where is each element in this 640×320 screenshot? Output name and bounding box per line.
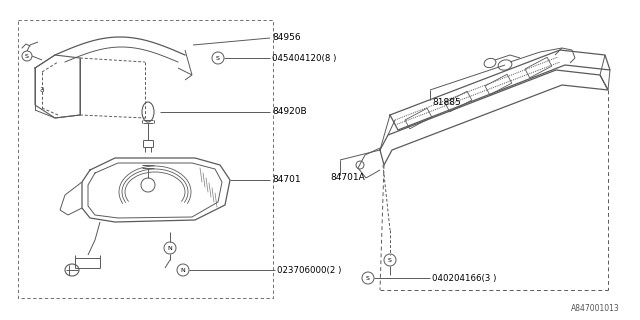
Bar [405, 108, 432, 129]
Text: A847001013: A847001013 [572, 304, 620, 313]
Bar [485, 74, 512, 95]
Text: S: S [366, 276, 370, 281]
Text: S: S [25, 53, 29, 59]
Text: N: N [168, 245, 172, 251]
Text: 84956: 84956 [272, 34, 301, 43]
Bar [525, 57, 552, 78]
Text: 84920B: 84920B [272, 108, 307, 116]
Text: 023706000(2 ): 023706000(2 ) [277, 266, 341, 275]
Text: S: S [388, 258, 392, 262]
Text: 84701: 84701 [272, 175, 301, 185]
Bar [18, 20, 273, 298]
Text: 045404120(8 ): 045404120(8 ) [272, 53, 337, 62]
Text: 84701A: 84701A [330, 173, 365, 182]
Bar [445, 91, 472, 112]
Text: N: N [180, 268, 186, 273]
Text: S: S [216, 55, 220, 60]
Text: 81885: 81885 [432, 98, 461, 107]
Text: a: a [40, 85, 45, 94]
Text: 040204166(3 ): 040204166(3 ) [432, 274, 497, 283]
